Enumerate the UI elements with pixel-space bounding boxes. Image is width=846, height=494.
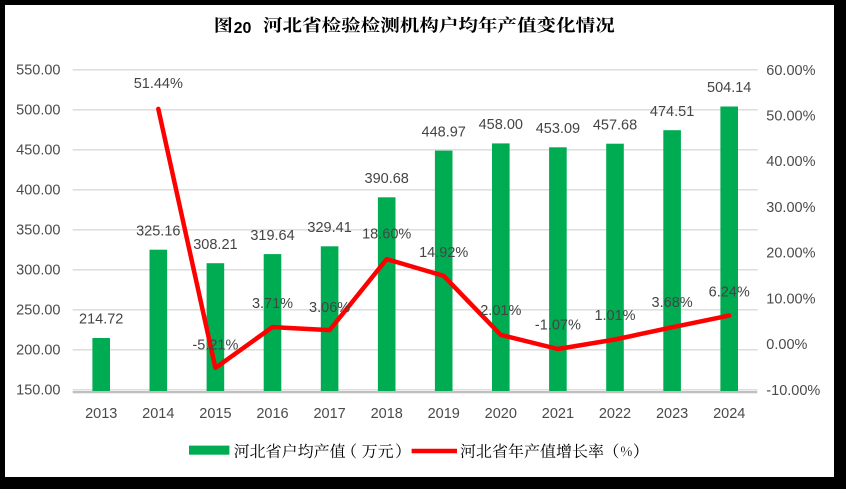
svg-text:60.00%: 60.00% [766, 63, 815, 79]
svg-text:2013: 2013 [85, 406, 117, 422]
svg-text:3.06%: 3.06% [309, 300, 350, 316]
svg-text:2015: 2015 [199, 406, 231, 422]
svg-text:250.00: 250.00 [16, 303, 60, 319]
svg-text:18.60%: 18.60% [362, 227, 411, 243]
svg-text:3.71%: 3.71% [252, 296, 293, 312]
svg-text:2021: 2021 [542, 406, 574, 422]
svg-text:300.00: 300.00 [16, 263, 60, 279]
svg-text:214.72: 214.72 [79, 312, 123, 328]
svg-text:2014: 2014 [142, 406, 174, 422]
svg-text:2016: 2016 [256, 406, 288, 422]
svg-text:2018: 2018 [371, 406, 403, 422]
svg-text:6.24%: 6.24% [709, 285, 750, 301]
svg-text:0.00%: 0.00% [766, 337, 807, 353]
svg-text:457.68: 457.68 [593, 117, 637, 133]
svg-text:-5.21%: -5.21% [192, 338, 238, 354]
svg-text:2020: 2020 [485, 406, 517, 422]
svg-text:319.64: 319.64 [250, 228, 294, 244]
svg-text:550.00: 550.00 [16, 63, 60, 79]
svg-text:3.68%: 3.68% [652, 295, 693, 311]
svg-text:20.00%: 20.00% [766, 246, 815, 262]
svg-text:308.21: 308.21 [193, 237, 237, 253]
svg-text:2.01%: 2.01% [480, 303, 521, 319]
svg-text:20: 20 [234, 20, 252, 37]
svg-text:50.00%: 50.00% [766, 109, 815, 125]
svg-text:30.00%: 30.00% [766, 200, 815, 216]
svg-text:329.41: 329.41 [307, 220, 351, 236]
svg-text:504.14: 504.14 [707, 80, 751, 96]
svg-text:1.01%: 1.01% [594, 308, 635, 324]
svg-text:2019: 2019 [428, 406, 460, 422]
svg-text:325.16: 325.16 [136, 223, 180, 239]
svg-text:2023: 2023 [656, 406, 688, 422]
svg-text:350.00: 350.00 [16, 223, 60, 239]
svg-text:2017: 2017 [313, 406, 345, 422]
svg-text:10.00%: 10.00% [766, 291, 815, 307]
svg-text:2022: 2022 [599, 406, 631, 422]
svg-text:51.44%: 51.44% [134, 76, 183, 92]
svg-text:448.97: 448.97 [422, 124, 466, 140]
svg-text:2024: 2024 [713, 406, 745, 422]
svg-text:14.92%: 14.92% [419, 245, 468, 261]
svg-text:390.68: 390.68 [365, 171, 409, 187]
svg-text:-10.00%: -10.00% [766, 383, 820, 399]
svg-text:40.00%: 40.00% [766, 154, 815, 170]
svg-text:200.00: 200.00 [16, 343, 60, 359]
svg-text:500.00: 500.00 [16, 103, 60, 119]
svg-text:400.00: 400.00 [16, 183, 60, 199]
svg-text:450.00: 450.00 [16, 143, 60, 159]
svg-text:150.00: 150.00 [16, 383, 60, 399]
svg-text:474.51: 474.51 [650, 104, 694, 120]
svg-text:453.09: 453.09 [536, 121, 580, 137]
svg-text:-1.07%: -1.07% [535, 318, 581, 334]
svg-text:458.00: 458.00 [479, 117, 523, 133]
